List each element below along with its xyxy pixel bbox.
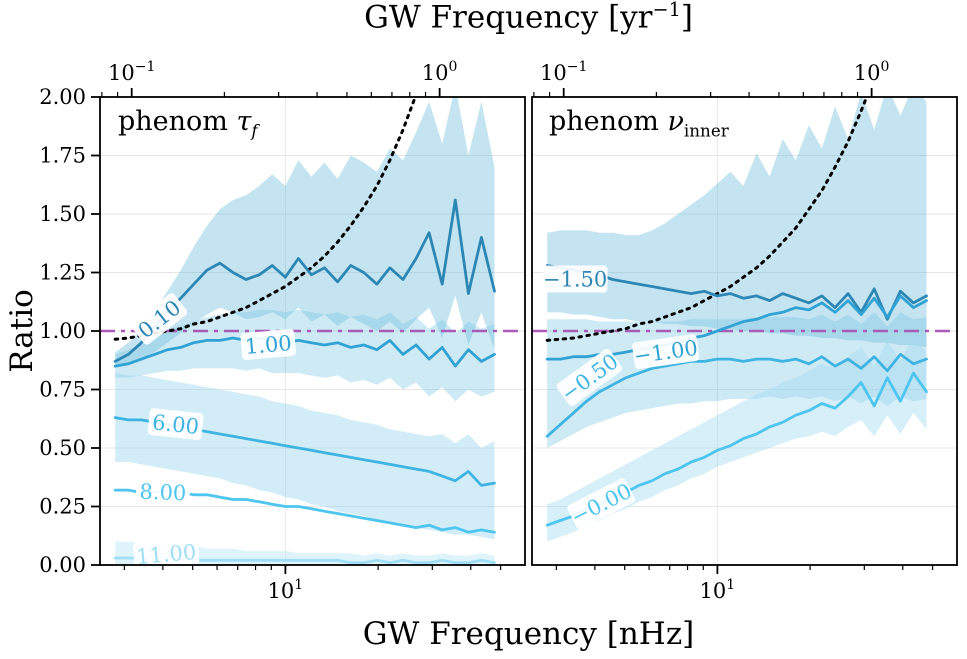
contour-label: 1.00 (240, 329, 296, 360)
contour-label: 8.00 (135, 477, 191, 507)
bottom-axis-label-text: GW Frequency [nHz] (362, 616, 695, 652)
panel-title-tau-f: phenom τf (118, 106, 258, 140)
contour-label-text: 6.00 (151, 410, 200, 439)
contour-label-bg (567, 478, 635, 530)
contour-label-text: 8.00 (139, 480, 187, 506)
y-tick-label: 1.50 (39, 202, 86, 226)
contour-label: −1.00 (632, 334, 700, 369)
confidence-band (115, 309, 495, 402)
tau-symbol: τ (236, 106, 252, 137)
contour-label-bg (632, 334, 700, 369)
contour-label-bg (240, 329, 296, 360)
top-axis-label-sup: −1 (652, 0, 681, 21)
panel-border (531, 96, 958, 566)
contour-label-bg (132, 538, 200, 565)
bottom-axis-label: GW Frequency [nHz] (100, 616, 957, 652)
series-line-1.00 (113, 336, 496, 368)
contour-label-bg (131, 293, 188, 345)
dotted-reference-curve (113, 97, 417, 341)
contour-label-bg (556, 348, 623, 406)
panel-nu-inner: −1.50−1.00−0.50−0.00 (532, 97, 957, 565)
top-axis-label-post: ] (680, 0, 693, 36)
panel-title-tau-f-pre: phenom (118, 106, 237, 137)
contour-label: 6.00 (147, 408, 204, 440)
y-tick-label: 0.25 (39, 495, 86, 519)
x-top-tick-label: 100 (422, 59, 458, 85)
contour-label-bg (135, 477, 191, 507)
y-tick-label: 0.50 (39, 436, 86, 460)
contour-label-text: −1.50 (543, 268, 607, 292)
contour-label-bg (542, 265, 608, 293)
y-tick-label: 0.00 (39, 553, 86, 577)
panel-title-nu-inner: phenom νinner (549, 106, 729, 140)
top-axis-label-pre: GW Frequency [yr (364, 0, 653, 36)
y-tick-label: 0.75 (39, 378, 86, 402)
contour-label-text: 11.00 (135, 540, 197, 569)
y-tick-label: 1.25 (39, 261, 86, 285)
series-line-−0.50 (545, 353, 928, 438)
x-bottom-tick-label: 101 (268, 577, 304, 603)
confidence-band (115, 373, 495, 540)
series-line-−1.50 (545, 264, 928, 321)
x-top-tick-label: 10−1 (540, 59, 587, 85)
panel-title-nu-inner-pre: phenom (549, 106, 668, 137)
x-top-tick-label: 100 (854, 59, 890, 85)
x-bottom-tick-label: 101 (700, 577, 736, 603)
dotted-reference-curve (545, 97, 869, 342)
contour-label-bg (147, 408, 204, 440)
y-tick-label: 1.00 (39, 319, 86, 343)
confidence-band (115, 97, 495, 369)
x-top-tick-label: 10−1 (108, 59, 155, 85)
top-axis-label: GW Frequency [yr−1] (100, 0, 957, 35)
contour-label: 11.00 (132, 538, 200, 569)
contour-label: −1.50 (542, 265, 608, 293)
tau-subscript: f (251, 120, 258, 141)
y-tick-label: 2.00 (39, 85, 86, 109)
confidence-band (547, 335, 927, 542)
nu-symbol: ν (667, 106, 684, 137)
y-tick-label: 1.75 (39, 144, 86, 168)
nu-subscript: inner (683, 120, 729, 141)
contour-label-text: 1.00 (244, 331, 293, 359)
